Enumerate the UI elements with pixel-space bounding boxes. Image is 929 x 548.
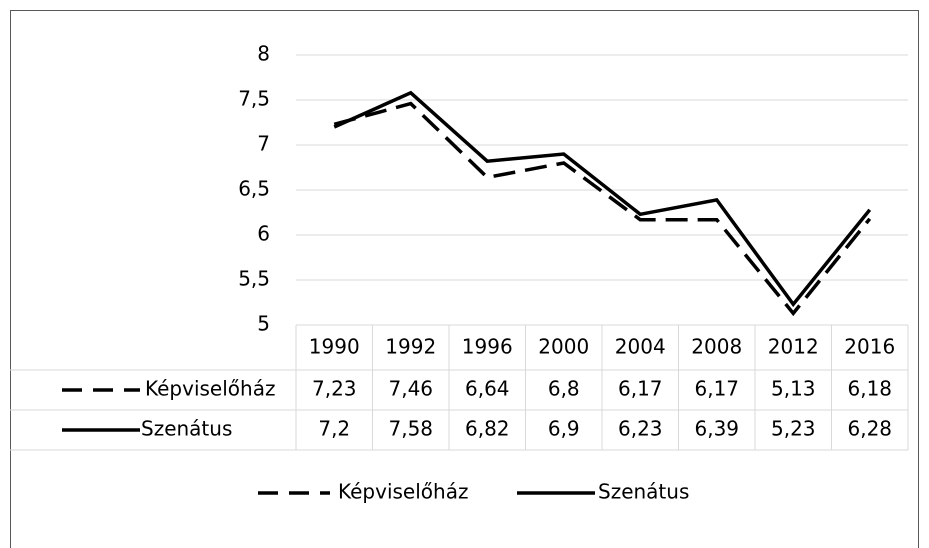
table-value: 5,13 <box>771 377 816 401</box>
table-value: 7,58 <box>388 417 433 441</box>
series-line <box>333 101 872 317</box>
x-tick-label: 2016 <box>844 335 895 359</box>
series-line <box>333 90 872 308</box>
legend-label: Képviselőház <box>338 480 468 504</box>
table-value: 6,64 <box>465 377 510 401</box>
x-tick-label: 1996 <box>462 335 513 359</box>
legend-label: Szenátus <box>598 480 689 504</box>
y-tick-label: 6 <box>257 222 270 246</box>
table-value: 7,46 <box>388 377 433 401</box>
table-value: 6,23 <box>618 417 663 441</box>
table-value: 6,39 <box>694 417 739 441</box>
y-tick-label: 6,5 <box>238 177 270 201</box>
x-tick-label: 2004 <box>615 335 666 359</box>
table-value: 6,9 <box>548 417 580 441</box>
y-tick-label: 7 <box>257 132 270 156</box>
x-tick-label: 1990 <box>309 335 360 359</box>
table-series-name: Képviselőház <box>145 377 275 401</box>
table-value: 6,82 <box>465 417 510 441</box>
y-tick-label: 8 <box>257 42 270 66</box>
table-value: 6,8 <box>548 377 580 401</box>
x-tick-label: 1992 <box>385 335 436 359</box>
table-value: 7,2 <box>318 417 350 441</box>
y-tick-label: 7,5 <box>238 87 270 111</box>
x-tick-label: 2008 <box>691 335 742 359</box>
table-value: 5,23 <box>771 417 816 441</box>
table-value: 6,17 <box>618 377 663 401</box>
chart-border <box>10 10 919 548</box>
x-tick-label: 2012 <box>768 335 819 359</box>
table-series-name: Szenátus <box>141 417 232 441</box>
x-tick-label: 2000 <box>538 335 589 359</box>
table-value: 6,28 <box>847 417 892 441</box>
table-value: 6,17 <box>694 377 739 401</box>
table-value: 7,23 <box>312 377 357 401</box>
table-value: 6,18 <box>847 377 892 401</box>
y-tick-label: 5 <box>257 312 270 336</box>
y-tick-label: 5,5 <box>238 267 270 291</box>
